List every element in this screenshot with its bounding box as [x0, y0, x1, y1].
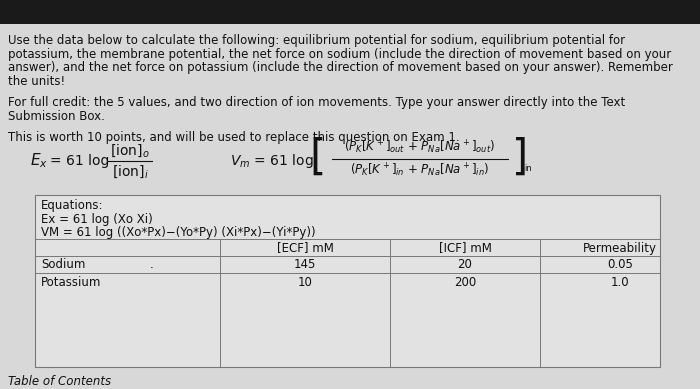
Text: [ion]$_o$: [ion]$_o$: [110, 142, 150, 159]
FancyBboxPatch shape: [0, 24, 700, 389]
Text: 145: 145: [294, 259, 316, 272]
Text: Submission Box.: Submission Box.: [8, 109, 105, 123]
Text: = 61 log: = 61 log: [50, 154, 109, 168]
Text: Ex = 61 log (Xo Xi): Ex = 61 log (Xo Xi): [41, 212, 153, 226]
Text: potassium, the membrane potential, the net force on sodium (include the directio: potassium, the membrane potential, the n…: [8, 47, 671, 61]
Text: Sodium: Sodium: [41, 259, 85, 272]
Text: $(P_K[K^+]_{out}$ + $P_{Na}[Na^+]_{out})$: $(P_K[K^+]_{out}$ + $P_{Na}[Na^+]_{out})…: [344, 139, 496, 156]
Text: $\mathit{E}_x$: $\mathit{E}_x$: [30, 151, 48, 170]
Text: 1.0: 1.0: [610, 275, 629, 289]
Text: This is worth 10 points, and will be used to replace this question on Exam 1.: This is worth 10 points, and will be use…: [8, 131, 460, 144]
Text: [ion]$_i$: [ion]$_i$: [111, 163, 148, 180]
Text: [ICF] mM: [ICF] mM: [439, 242, 491, 254]
Text: 10: 10: [298, 275, 312, 289]
Text: [: [: [309, 137, 326, 179]
Text: Table of Contents: Table of Contents: [8, 375, 111, 388]
Text: in: in: [524, 164, 532, 173]
Text: [ECF] mM: [ECF] mM: [276, 242, 333, 254]
Text: .: .: [150, 259, 154, 272]
Text: ]: ]: [512, 137, 528, 179]
Text: $(P_K[K^+]_{in}$ + $P_{Na}[Na^+]_{in})$: $(P_K[K^+]_{in}$ + $P_{Na}[Na^+]_{in})$: [351, 162, 489, 179]
Text: For full credit: the 5 values, and two direction of ion movements. Type your ans: For full credit: the 5 values, and two d…: [8, 96, 625, 109]
Text: Potassium: Potassium: [41, 275, 102, 289]
Text: Use the data below to calculate the following: equilibrium potential for sodium,: Use the data below to calculate the foll…: [8, 34, 625, 47]
Text: 200: 200: [454, 275, 476, 289]
Text: the units!: the units!: [8, 75, 65, 88]
Text: 0.05: 0.05: [607, 259, 633, 272]
Text: answer), and the net force on potassium (include the direction of movement based: answer), and the net force on potassium …: [8, 61, 673, 74]
Text: Permeability: Permeability: [583, 242, 657, 254]
Text: Equations:: Equations:: [41, 198, 104, 212]
Text: VM = 61 log ((Xo*Px)−(Yo*Py) (Xi*Px)−(Yi*Py)): VM = 61 log ((Xo*Px)−(Yo*Py) (Xi*Px)−(Yi…: [41, 226, 316, 238]
FancyBboxPatch shape: [35, 194, 660, 367]
Text: $\mathit{V}_m$ = 61 log: $\mathit{V}_m$ = 61 log: [230, 151, 314, 170]
Text: 20: 20: [458, 259, 472, 272]
